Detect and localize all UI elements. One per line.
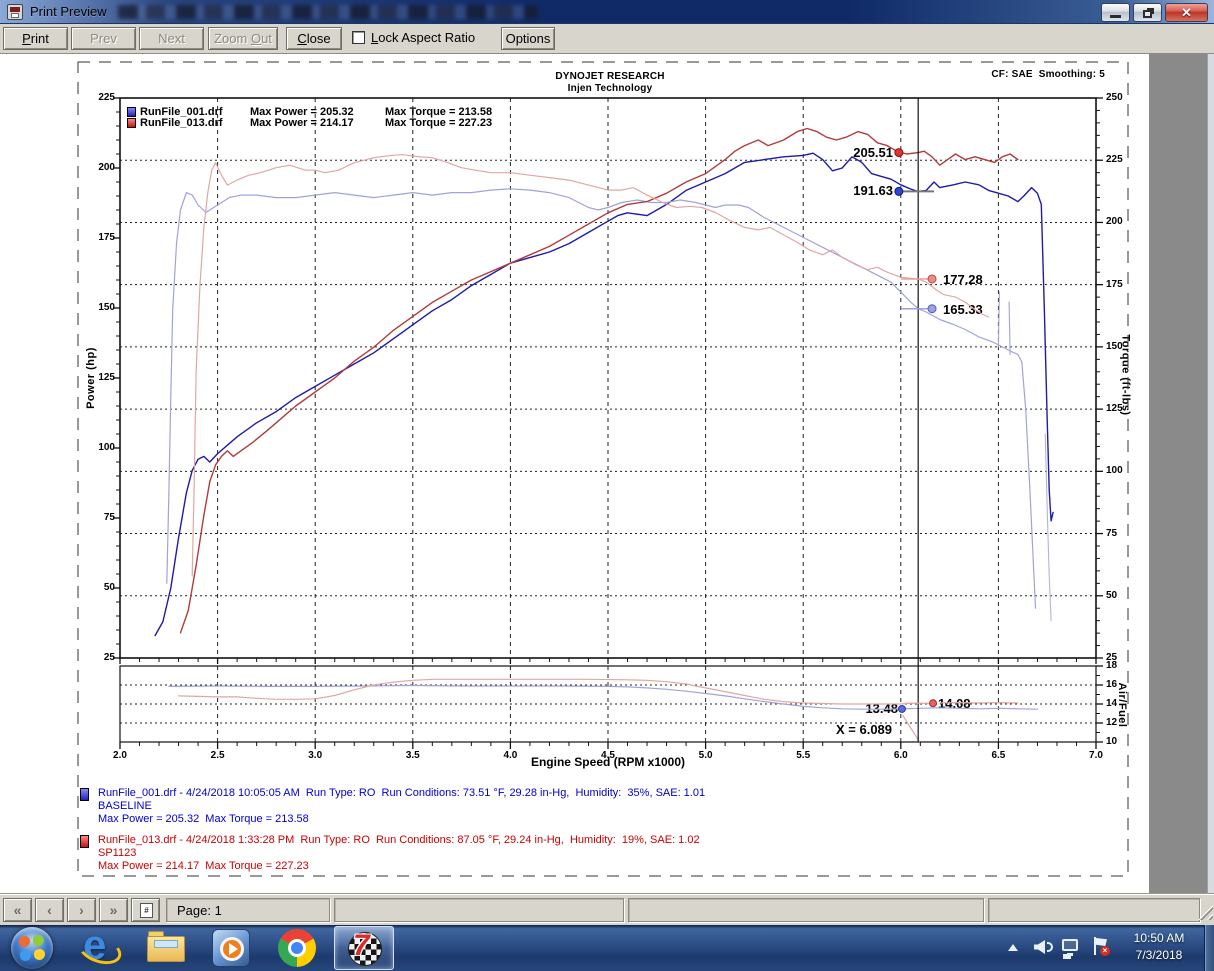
marker-af-red: 14.08 bbox=[938, 696, 971, 711]
marker-torque-blue: 165.33 bbox=[943, 302, 983, 317]
start-flag-icon bbox=[19, 935, 30, 948]
taskbar-item-dynojet-active[interactable]: 7 bbox=[334, 926, 394, 970]
hidden-icons-button[interactable] bbox=[1008, 944, 1018, 951]
first-page-button[interactable]: « bbox=[3, 898, 32, 922]
window-title: Print Preview bbox=[30, 4, 107, 19]
print-button[interactable]: Print bbox=[3, 27, 68, 50]
page-indicator: Page: 1 bbox=[177, 903, 222, 918]
toolbar: Print Prev Next Zoom Out Close Lock Aspe… bbox=[0, 24, 1214, 54]
marker-power-red: 205.51 bbox=[853, 145, 893, 160]
legend-run2-file: RunFile_013.drf bbox=[140, 117, 223, 129]
taskbar-item-media-player[interactable] bbox=[212, 929, 250, 967]
torque-axis-title: Torque (ft-lbs) bbox=[1119, 334, 1132, 416]
run1-swatch bbox=[80, 788, 89, 801]
legend-swatch-run2 bbox=[127, 118, 136, 128]
redacted-document-path bbox=[118, 5, 538, 19]
status-panel-2 bbox=[334, 898, 624, 922]
run2-name: SP1123 bbox=[98, 847, 137, 859]
minimize-icon bbox=[1110, 15, 1121, 18]
page-setup-button[interactable]: # bbox=[131, 898, 160, 922]
close-preview-button[interactable]: Close bbox=[286, 27, 342, 50]
action-center-icon[interactable]: × bbox=[1092, 937, 1110, 957]
minimize-button[interactable] bbox=[1101, 3, 1130, 22]
restore-button[interactable] bbox=[1133, 3, 1162, 22]
status-panel-4 bbox=[988, 898, 1200, 922]
report-header-shop: Injen Technology bbox=[567, 83, 653, 94]
last-page-button[interactable]: » bbox=[99, 898, 128, 922]
clock-time: 10:50 AM bbox=[1133, 931, 1185, 945]
clock-date: 7/3/2018 bbox=[1135, 948, 1183, 962]
dynojet-icon bbox=[348, 932, 382, 966]
status-panel-3 bbox=[628, 898, 984, 922]
system-tray: × bbox=[1000, 925, 1120, 971]
network-icon[interactable] bbox=[1062, 939, 1078, 956]
marker-power-blue: 191.63 bbox=[853, 183, 893, 198]
status-panel-page: Page: 1 bbox=[166, 898, 330, 922]
run2-max: Max Power = 214.17 Max Torque = 227.23 bbox=[98, 860, 309, 872]
taskbar: e 7 × 10:50 AM 7/3/2018 bbox=[0, 921, 1214, 971]
title-bar: Print Preview ✕ bbox=[0, 0, 1214, 24]
status-bar: « ‹ › » # Page: 1 bbox=[0, 893, 1214, 925]
run1-name: BASELINE bbox=[98, 800, 152, 812]
show-desktop-button[interactable] bbox=[1204, 925, 1214, 971]
taskbar-clock[interactable]: 10:50 AM 7/3/2018 bbox=[1122, 930, 1196, 964]
run2-swatch bbox=[80, 835, 89, 848]
power-axis-title: Power (hp) bbox=[85, 347, 97, 409]
run1-max: Max Power = 205.32 Max Torque = 213.58 bbox=[98, 813, 309, 825]
marker-af-blue: 13.48 bbox=[865, 701, 898, 716]
report-header-company: DYNOJET RESEARCH bbox=[555, 71, 665, 82]
close-window-button[interactable]: ✕ bbox=[1165, 3, 1208, 22]
lock-aspect-label: Lock Aspect Ratio bbox=[371, 30, 476, 45]
restore-icon bbox=[1143, 9, 1152, 18]
prev-page-button[interactable]: ‹ bbox=[35, 898, 64, 922]
airfuel-axis-title: Air/Fuel bbox=[1116, 682, 1128, 728]
app-icon bbox=[7, 4, 23, 20]
lock-aspect-checkbox[interactable] bbox=[352, 31, 365, 44]
media-player-icon bbox=[212, 929, 250, 967]
internet-explorer-icon: e bbox=[83, 921, 107, 968]
run2-info: RunFile_013.drf - 4/24/2018 1:33:28 PM R… bbox=[98, 834, 700, 846]
legend-run2-power: Max Power = 214.17 bbox=[250, 117, 354, 129]
prev-button[interactable]: Prev bbox=[71, 27, 136, 50]
zoom-out-button[interactable]: Zoom Out bbox=[208, 27, 278, 50]
taskbar-item-chrome[interactable] bbox=[278, 929, 316, 967]
print-preview-area: DYNOJET RESEARCH Injen Technology CF: SA… bbox=[0, 54, 1214, 893]
legend-swatch-run1 bbox=[127, 107, 136, 117]
next-page-button[interactable]: › bbox=[67, 898, 96, 922]
chrome-icon bbox=[278, 929, 316, 967]
report-header-settings: CF: SAE Smoothing: 5 bbox=[991, 69, 1105, 80]
taskbar-item-explorer[interactable] bbox=[147, 929, 185, 967]
action-center-alert-badge: × bbox=[1100, 946, 1110, 956]
page-setup-icon: # bbox=[140, 903, 153, 918]
window-right-border bbox=[1207, 54, 1214, 893]
x-axis-title: Engine Speed (RPM x1000) bbox=[530, 755, 686, 769]
legend-run2-torque: Max Torque = 227.23 bbox=[385, 117, 493, 129]
marker-torque-red: 177.28 bbox=[943, 272, 983, 287]
start-button[interactable] bbox=[11, 927, 53, 969]
close-icon: ✕ bbox=[1181, 4, 1192, 20]
run1-info: RunFile_001.drf - 4/24/2018 10:05:05 AM … bbox=[98, 787, 706, 799]
cursor-position-label: X = 6.089 bbox=[836, 722, 893, 737]
options-button[interactable]: Options bbox=[501, 27, 555, 50]
page-gutter bbox=[1149, 54, 1207, 893]
next-button[interactable]: Next bbox=[139, 27, 204, 50]
taskbar-item-internet-explorer[interactable]: e bbox=[75, 921, 125, 970]
